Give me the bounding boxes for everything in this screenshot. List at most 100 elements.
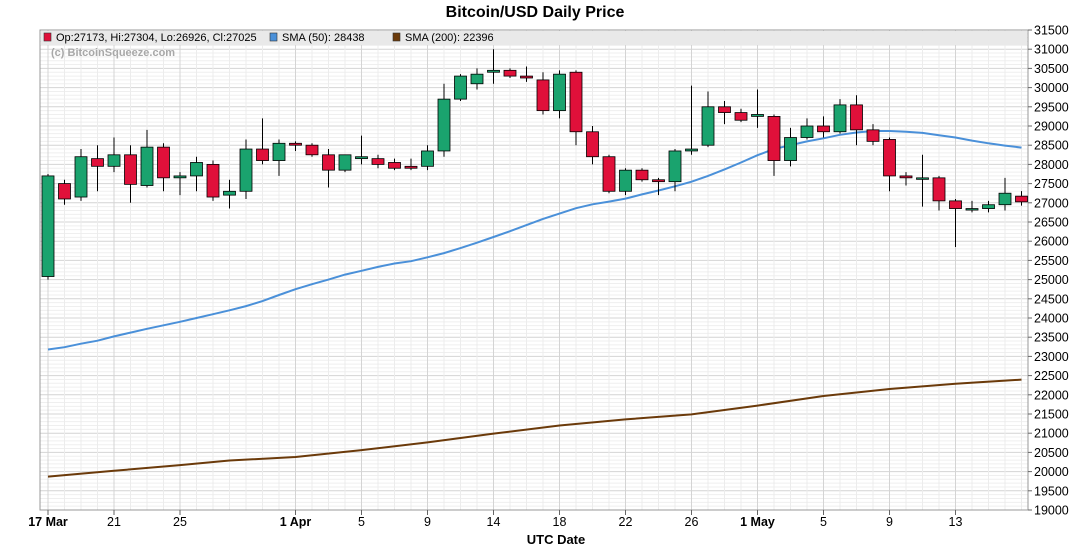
sma-200-line [47, 378, 1022, 478]
x-tick-label: 17 Mar [28, 515, 68, 529]
candle [206, 160, 220, 201]
candle [635, 168, 649, 182]
candle-body [932, 177, 946, 202]
candle [437, 83, 451, 157]
candle [256, 118, 269, 165]
candle [734, 108, 748, 123]
candle [751, 89, 764, 128]
candle-body [338, 154, 352, 171]
candle [58, 179, 71, 205]
y-tick-label: 28500 [1034, 139, 1069, 153]
y-tick-label: 26000 [1034, 235, 1069, 249]
candle [916, 154, 929, 207]
candle-body [305, 144, 319, 156]
candle-body [421, 150, 434, 167]
candle-body [965, 208, 979, 211]
candle [404, 158, 418, 171]
candle-body [734, 112, 748, 121]
candle-body [652, 179, 665, 183]
chart-title: Bitcoin/USD Daily Price [446, 4, 625, 21]
candle-body [470, 73, 484, 85]
legend-label: SMA (200): 22396 [405, 32, 494, 44]
candle-body [437, 98, 451, 152]
candle [685, 85, 698, 155]
candle-body [388, 162, 401, 169]
candle [866, 124, 880, 146]
candle-body [58, 183, 71, 200]
x-tick-label: 18 [553, 515, 567, 529]
candle [520, 66, 533, 82]
x-tick-label: 9 [886, 515, 893, 529]
candle-body [767, 116, 781, 161]
candle [305, 143, 319, 157]
candle [74, 149, 88, 201]
legend-label: SMA (50): 28438 [282, 32, 365, 44]
candle [553, 70, 566, 119]
candle-body [982, 204, 995, 209]
candle-body [107, 154, 121, 167]
candle-body [883, 139, 896, 177]
x-axis: 17 Mar 21 25 1 Apr 5 9 14 18 22 26 1 May 5 9 13 [28, 510, 962, 529]
y-tick-label: 29500 [1034, 100, 1069, 114]
x-tick-label: 5 [358, 515, 365, 529]
candle-body [322, 154, 335, 171]
candle [503, 68, 517, 78]
y-tick-label: 20000 [1034, 465, 1069, 479]
candle [883, 137, 896, 192]
y-tick-label: 22000 [1034, 388, 1069, 402]
candle [470, 68, 484, 90]
candle-body [718, 106, 731, 113]
candle-body [817, 125, 830, 133]
candle-body [800, 125, 814, 138]
candle [190, 156, 203, 192]
y-tick-label: 21500 [1034, 408, 1069, 422]
candle [487, 49, 500, 84]
y-tick-label: 30500 [1034, 62, 1069, 76]
candle [338, 154, 352, 173]
x-tick-label: 9 [424, 515, 431, 529]
legend-swatch [43, 32, 52, 42]
candle-body [487, 69, 500, 73]
candle-body [751, 114, 764, 117]
y-axis: 19000 19500 20000 20500 21000 21500 22000 22500… [1028, 24, 1069, 518]
candle [586, 126, 599, 165]
y-tick-label: 27000 [1034, 196, 1069, 210]
candle-body [404, 165, 418, 169]
sma-lines [47, 130, 1022, 478]
x-tick-label: 26 [685, 515, 699, 529]
candle-body [355, 156, 368, 160]
candle [322, 149, 335, 188]
y-tick-label: 23500 [1034, 331, 1069, 345]
candle [355, 135, 368, 165]
candle [124, 145, 137, 203]
x-tick-label: 14 [487, 515, 501, 529]
y-tick-label: 21000 [1034, 427, 1069, 441]
y-tick-label: 22500 [1034, 369, 1069, 383]
candle [289, 141, 302, 151]
candle [850, 95, 863, 146]
candle [833, 99, 847, 134]
x-tick-label: 21 [107, 515, 121, 529]
candle [569, 70, 583, 146]
y-tick-label: 23000 [1034, 350, 1069, 364]
candle [239, 139, 253, 199]
candle-body [206, 163, 220, 198]
legend-swatch [269, 32, 278, 42]
candle-body [371, 158, 385, 165]
candle-body [668, 150, 682, 183]
y-tick-label: 29000 [1034, 120, 1069, 134]
candle-body [289, 142, 302, 146]
candle [817, 116, 830, 138]
y-tick-label: 28000 [1034, 158, 1069, 172]
candle [965, 200, 979, 213]
candle-body [74, 156, 88, 198]
y-tick-label: 25500 [1034, 254, 1069, 268]
y-tick-label: 27500 [1034, 177, 1069, 191]
candle [784, 127, 797, 167]
x-axis-label: UTC Date [527, 532, 586, 546]
candle-body [173, 175, 187, 179]
y-tick-label: 24000 [1034, 312, 1069, 326]
candle [767, 114, 781, 176]
candle-body [536, 79, 550, 112]
candle-body [949, 200, 962, 209]
